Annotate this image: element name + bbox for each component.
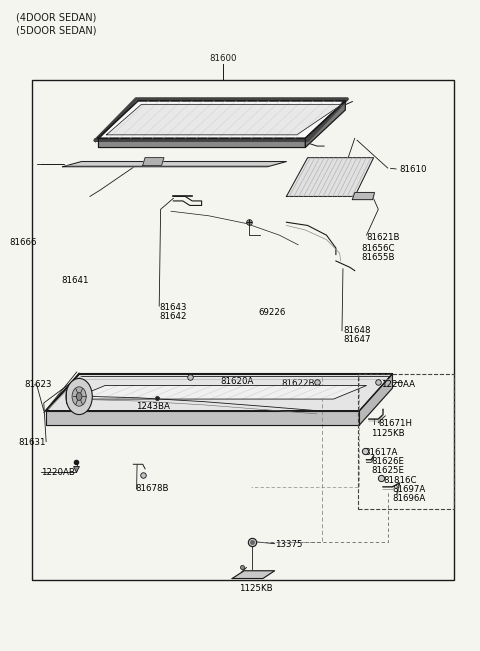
- Text: 1125KB: 1125KB: [371, 429, 405, 437]
- Circle shape: [72, 387, 86, 406]
- Text: 1243BA: 1243BA: [136, 402, 169, 411]
- Text: 81641: 81641: [61, 276, 88, 285]
- Text: 13375: 13375: [275, 540, 302, 549]
- Text: 81655B: 81655B: [362, 253, 396, 262]
- Polygon shape: [287, 158, 373, 197]
- Text: 81642: 81642: [159, 312, 187, 321]
- Polygon shape: [46, 374, 393, 411]
- Circle shape: [66, 378, 92, 415]
- Text: 81631: 81631: [19, 439, 46, 447]
- Text: 81696A: 81696A: [393, 494, 426, 503]
- Text: 81816C: 81816C: [383, 476, 417, 485]
- Text: 81600: 81600: [209, 55, 237, 63]
- Text: 81648: 81648: [343, 326, 371, 335]
- Text: 81622B: 81622B: [282, 379, 315, 388]
- Text: 81625E: 81625E: [371, 466, 404, 475]
- Polygon shape: [46, 411, 360, 425]
- Text: 81656C: 81656C: [362, 244, 396, 253]
- Polygon shape: [98, 101, 345, 138]
- Polygon shape: [232, 571, 275, 579]
- Text: 81623: 81623: [24, 380, 51, 389]
- Bar: [32, 80, 454, 581]
- Text: 81697A: 81697A: [393, 485, 426, 494]
- Text: 81610: 81610: [399, 165, 427, 174]
- Polygon shape: [143, 158, 164, 165]
- Polygon shape: [360, 374, 393, 425]
- Text: (4DOOR SEDAN)
(5DOOR SEDAN): (4DOOR SEDAN) (5DOOR SEDAN): [15, 12, 96, 36]
- Text: 81647: 81647: [343, 335, 371, 344]
- Text: 81671H: 81671H: [378, 419, 412, 428]
- Text: 1125KB: 1125KB: [239, 584, 273, 592]
- Polygon shape: [98, 138, 305, 147]
- Text: 81666: 81666: [9, 238, 37, 247]
- Polygon shape: [72, 385, 367, 399]
- Text: 81643: 81643: [159, 303, 187, 312]
- Text: 81621B: 81621B: [367, 232, 400, 242]
- Polygon shape: [107, 104, 342, 135]
- Text: 81617A: 81617A: [364, 448, 397, 457]
- Text: 81613: 81613: [326, 169, 354, 178]
- Text: 81626E: 81626E: [371, 457, 404, 466]
- Circle shape: [76, 393, 82, 400]
- Polygon shape: [62, 161, 287, 167]
- Text: 81620A: 81620A: [220, 377, 254, 386]
- Bar: [359, 374, 454, 510]
- Text: 69226: 69226: [258, 308, 286, 317]
- Text: 1220AB: 1220AB: [41, 468, 75, 477]
- Text: 1220AA: 1220AA: [381, 380, 415, 389]
- Text: 81678B: 81678B: [136, 484, 169, 493]
- Polygon shape: [352, 193, 374, 200]
- Polygon shape: [305, 101, 345, 147]
